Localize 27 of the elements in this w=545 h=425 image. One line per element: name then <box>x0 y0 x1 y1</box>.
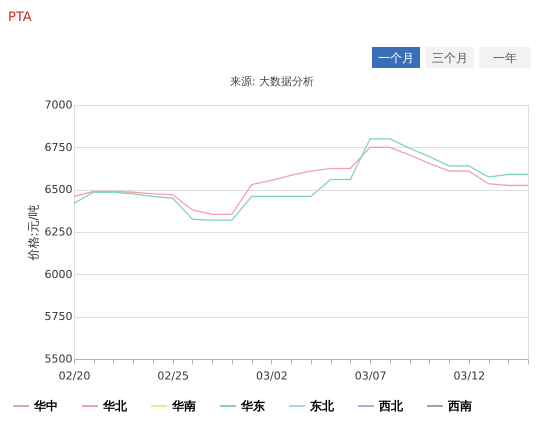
x-tick-label: 03/07 <box>354 370 386 382</box>
x-tick-label: 02/20 <box>58 370 90 382</box>
x-tick-label: 03/12 <box>453 370 486 382</box>
y-tick-label: 6250 <box>44 226 72 238</box>
legend-label: 华南 <box>171 399 196 413</box>
legend-label: 华北 <box>102 399 128 413</box>
x-tick-label: 02/25 <box>157 370 190 382</box>
legend-label: 西北 <box>378 399 404 413</box>
y-tick-label: 6750 <box>44 140 72 154</box>
y-tick-label: 5500 <box>44 352 72 366</box>
text: 三个月 <box>432 51 468 65</box>
y-tick-label: 5750 <box>44 310 72 324</box>
source-note: 来源: 大数据分析 <box>230 75 314 88</box>
line-series <box>73 146 529 215</box>
text: 一年 <box>493 51 517 65</box>
x-tick-label: 03/02 <box>256 370 288 382</box>
legend-label: 华东 <box>240 399 265 413</box>
line-series <box>73 138 529 221</box>
y-tick-label: 6000 <box>44 268 72 281</box>
legend-label: 东北 <box>309 399 335 413</box>
y-tick-label: 6500 <box>44 183 72 196</box>
legend-label: 西南 <box>447 399 472 413</box>
text: 一个月 <box>378 51 414 65</box>
legend-label: 华中 <box>33 399 58 413</box>
y-tick-label: 7000 <box>44 98 72 112</box>
chart-title: PTA <box>8 10 32 25</box>
y-axis-title: 价格:元/吨 <box>26 204 41 262</box>
